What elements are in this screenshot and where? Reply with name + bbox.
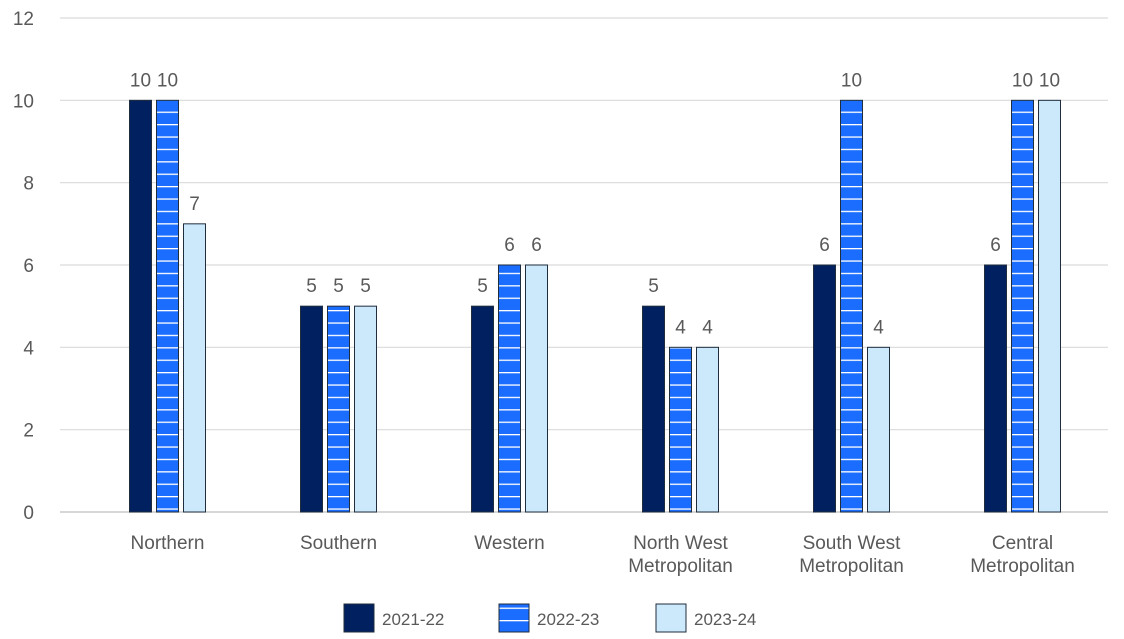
data-label: 4 [873, 317, 884, 338]
data-label: 4 [675, 317, 686, 338]
y-tick-label: 8 [23, 174, 34, 195]
bar-2023-24 [1038, 99, 1061, 513]
y-tick-label: 2 [23, 421, 34, 442]
y-tick-label: 10 [13, 91, 34, 112]
bar-2023-24 [354, 305, 377, 513]
data-label: 5 [333, 276, 344, 297]
bar-2021-22 [129, 99, 152, 513]
bars [129, 99, 1061, 513]
legend-label: 2021-22 [382, 610, 444, 629]
legend-label: 2023-24 [694, 610, 756, 629]
x-tick-label: Metropolitan [970, 556, 1075, 577]
x-tick-label: North West [633, 533, 728, 554]
bar-2022-23 [156, 99, 179, 513]
data-label: 5 [648, 276, 659, 297]
data-label: 10 [130, 70, 151, 91]
data-label: 10 [1012, 70, 1033, 91]
gridlines [60, 17, 1108, 513]
x-tick-label: Western [474, 533, 544, 554]
bar-2023-24 [183, 223, 206, 513]
data-label: 5 [306, 276, 317, 297]
data-label: 5 [360, 276, 371, 297]
legend-label: 2022-23 [537, 610, 599, 629]
x-tick-label: Metropolitan [628, 556, 733, 577]
bar-2022-23 [498, 264, 521, 513]
data-label: 4 [702, 317, 713, 338]
bar-2022-23 [327, 305, 350, 513]
x-tick-label: Southern [300, 533, 377, 554]
bar-2022-23 [669, 346, 692, 513]
y-tick-label: 0 [23, 503, 34, 524]
data-label: 5 [477, 276, 488, 297]
bar-2022-23 [1011, 99, 1034, 513]
bar-2023-24 [867, 346, 890, 513]
data-label: 6 [990, 235, 1001, 256]
legend-swatch [343, 603, 375, 633]
y-tick-label: 12 [13, 9, 34, 30]
data-label: 6 [531, 235, 542, 256]
bar-2021-22 [813, 264, 836, 513]
bar-2023-24 [525, 264, 548, 513]
data-label: 10 [841, 70, 862, 91]
data-label: 6 [504, 235, 515, 256]
bar-2021-22 [471, 305, 494, 513]
bar-2022-23 [840, 99, 863, 513]
x-axis: Northern Southern Western North WestMetropo… [131, 533, 1075, 577]
legend: 2021-22 2022-23 2023-24 [343, 603, 756, 633]
data-label: 7 [189, 194, 200, 215]
x-tick-label: Northern [131, 533, 205, 554]
y-tick-label: 4 [23, 338, 34, 359]
data-label: 6 [819, 235, 830, 256]
x-tick-label: Central [992, 533, 1053, 554]
legend-swatch [498, 603, 530, 633]
bar-2021-22 [300, 305, 323, 513]
bar-2021-22 [984, 264, 1007, 513]
x-tick-label: South West [803, 533, 902, 554]
legend-swatch [655, 603, 687, 633]
data-label: 10 [1039, 70, 1060, 91]
data-label: 10 [157, 70, 178, 91]
x-tick-label: Metropolitan [799, 556, 904, 577]
y-axis: 0 2 4 6 8 10 12 [13, 9, 35, 524]
bar-2023-24 [696, 346, 719, 513]
bar-2021-22 [642, 305, 665, 513]
y-tick-label: 6 [23, 256, 34, 277]
